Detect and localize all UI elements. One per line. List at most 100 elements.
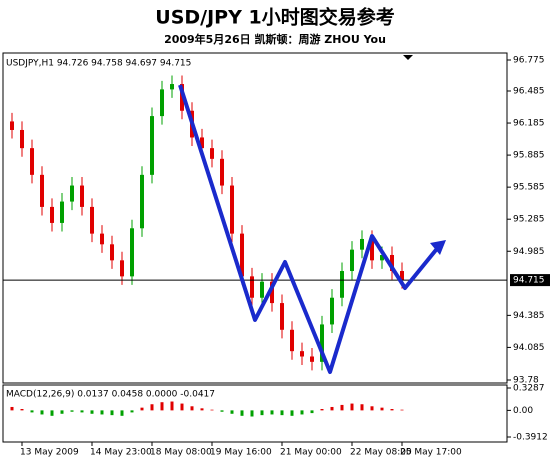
last-price-box bbox=[510, 274, 550, 287]
macd-bar bbox=[140, 407, 144, 411]
candle-body bbox=[150, 116, 154, 175]
macd-bar bbox=[400, 409, 404, 411]
candle-body bbox=[110, 244, 114, 261]
macd-label: MACD(12,26,9) 0.0137 0.0458 0.0000 -0.04… bbox=[6, 390, 215, 400]
macd-bar bbox=[230, 410, 234, 414]
candle-body bbox=[30, 148, 34, 175]
y-tick-label: 96.185 bbox=[513, 119, 545, 129]
macd-panel bbox=[2, 384, 508, 443]
macd-bar bbox=[70, 410, 74, 412]
macd-bar bbox=[40, 410, 44, 415]
macd-bar bbox=[240, 410, 244, 416]
macd-bar bbox=[60, 410, 64, 414]
candle-body bbox=[340, 271, 344, 298]
candle-body bbox=[240, 233, 244, 277]
candle-body bbox=[80, 185, 84, 207]
macd-bar bbox=[80, 410, 84, 413]
candle-body bbox=[310, 356, 314, 362]
candle-body bbox=[20, 129, 24, 149]
candle-body bbox=[260, 281, 264, 298]
macd-bar bbox=[350, 403, 354, 411]
macd-bar bbox=[10, 406, 14, 411]
candle-body bbox=[70, 185, 74, 202]
x-tick-label: 18 May 08:00 bbox=[150, 448, 212, 458]
candle-body bbox=[210, 148, 214, 159]
x-tick-label: 22 May 08:00 bbox=[350, 448, 412, 458]
macd-bar bbox=[220, 410, 224, 412]
chart-subtitle: 2009年5月26日 凯斯顿：周游 ZHOU You bbox=[164, 32, 386, 46]
candle-body bbox=[160, 89, 164, 117]
zigzag-annotation bbox=[178, 84, 442, 374]
shift-marker bbox=[403, 55, 413, 60]
macd-bar bbox=[100, 410, 104, 415]
x-tick-label: 25 May 17:00 bbox=[400, 448, 462, 458]
macd-bar bbox=[30, 410, 34, 413]
candle-body bbox=[230, 185, 234, 234]
macd-bar bbox=[340, 404, 344, 411]
candle-body bbox=[350, 249, 354, 272]
last-price-label: 94.715 bbox=[513, 276, 545, 286]
macd-bar bbox=[280, 410, 284, 416]
macd-bar bbox=[390, 409, 394, 411]
macd-bar bbox=[270, 410, 274, 415]
candle-body bbox=[320, 324, 324, 362]
candle-body bbox=[40, 174, 44, 207]
candle-body bbox=[60, 201, 64, 223]
macd-bar bbox=[310, 410, 314, 414]
macd-bar bbox=[300, 410, 304, 415]
macd-bar bbox=[370, 406, 374, 411]
candle-body bbox=[220, 158, 224, 186]
macd-bar bbox=[330, 406, 334, 411]
macd-bar bbox=[120, 410, 124, 416]
macd-bar bbox=[90, 410, 94, 414]
candle-body bbox=[10, 121, 14, 130]
candle-body bbox=[170, 84, 174, 90]
candle-body bbox=[90, 206, 94, 234]
candle-body bbox=[360, 238, 364, 250]
y-tick-label: 96.485 bbox=[513, 86, 545, 96]
candle-body bbox=[370, 238, 374, 261]
y-tick-label: 96.775 bbox=[513, 56, 545, 66]
x-tick-label: 13 May 2009 bbox=[20, 448, 79, 458]
macd-bar bbox=[380, 407, 384, 411]
macd-tick-label: -0.3912 bbox=[513, 433, 548, 443]
macd-bar bbox=[170, 401, 174, 411]
macd-bar bbox=[320, 409, 324, 411]
chart-title: USD/JPY 1小时图交易参考 bbox=[155, 6, 394, 29]
arrow-head bbox=[430, 240, 446, 255]
y-tick-label: 94.985 bbox=[513, 247, 545, 257]
macd-bar bbox=[160, 402, 164, 411]
macd-bar bbox=[200, 408, 204, 411]
macd-bar bbox=[150, 404, 154, 411]
macd-bar bbox=[180, 403, 184, 411]
main-panel bbox=[2, 52, 508, 384]
macd-bar bbox=[260, 410, 264, 416]
macd-bar bbox=[290, 410, 294, 416]
candle-body bbox=[130, 228, 134, 277]
x-tick-label: 21 May 00:00 bbox=[280, 448, 342, 458]
candle-body bbox=[390, 254, 394, 272]
y-tick-label: 95.585 bbox=[513, 183, 545, 193]
y-tick-label: 95.285 bbox=[513, 215, 545, 225]
candle-body bbox=[330, 297, 334, 325]
candle-body bbox=[270, 281, 274, 304]
macd-bar bbox=[360, 404, 364, 411]
x-tick-label: 14 May 23:00 bbox=[90, 448, 152, 458]
y-tick-label: 93.78 bbox=[513, 376, 539, 386]
candle-body bbox=[100, 233, 104, 245]
candle-body bbox=[140, 174, 144, 229]
candle-body bbox=[400, 271, 404, 281]
macd-tick-label: 0.3287 bbox=[513, 384, 545, 394]
macd-bar bbox=[50, 410, 54, 416]
x-tick-label: 19 May 16:00 bbox=[210, 448, 272, 458]
y-tick-label: 94.085 bbox=[513, 343, 545, 353]
macd-bar bbox=[20, 409, 24, 411]
y-tick-label: 94.385 bbox=[513, 311, 545, 321]
macd-bar bbox=[190, 406, 194, 411]
macd-bar bbox=[250, 410, 254, 417]
macd-tick-label: 0.00 bbox=[513, 406, 533, 416]
y-tick-label: 95.885 bbox=[513, 151, 545, 161]
candle-body bbox=[120, 260, 124, 277]
macd-bar bbox=[110, 410, 114, 416]
